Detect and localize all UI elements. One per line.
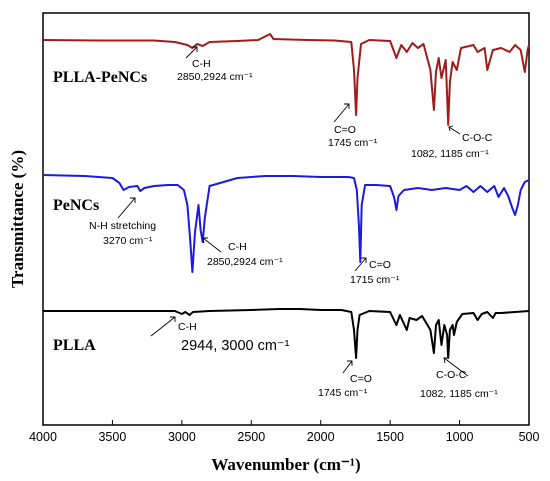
annotation-value: 2850,2924 cm⁻¹ — [177, 71, 253, 83]
annotation-value: 1715 cm⁻¹ — [350, 274, 400, 286]
x-tick-label: 1500 — [376, 430, 404, 444]
annotation-value: 3270 cm⁻¹ — [103, 235, 153, 247]
arrow-head — [347, 360, 353, 366]
annotation-label: C-H — [192, 58, 211, 70]
series-label-plla: PLLA — [53, 337, 96, 354]
annotation-value: 1745 cm⁻¹ — [328, 137, 378, 149]
annotation-value: 1745 cm⁻¹ — [318, 387, 368, 399]
annotation-arrow — [150, 316, 176, 337]
x-tick-label: 2000 — [307, 430, 335, 444]
annotation-arrow — [448, 126, 461, 135]
arrow-head — [443, 357, 449, 364]
annotation-label: C=O — [369, 259, 391, 271]
x-tick-label: 500 — [519, 430, 540, 444]
x-axis-ticks — [42, 420, 530, 425]
x-tick-label: 1000 — [446, 430, 474, 444]
series-line-plla — [43, 308, 530, 359]
arrow-head — [344, 103, 350, 109]
annotation-value: 2850,2924 cm⁻¹ — [207, 256, 283, 268]
annotation-value: 1082, 1185 cm⁻¹ — [420, 388, 498, 400]
annotation-arrow — [354, 257, 367, 272]
y-axis-title: Transmittance (%) — [8, 150, 27, 288]
annotation-arrow — [342, 360, 353, 374]
annotation-label: N-H stretching — [89, 220, 156, 232]
x-tick-label: 3000 — [168, 430, 196, 444]
series-line-plla-penCs — [42, 33, 530, 126]
x-tick-label: 4000 — [29, 430, 57, 444]
x-tick-label: 3500 — [98, 430, 126, 444]
series-line-pencs — [42, 174, 530, 273]
annotation-value: 2944, 3000 cm⁻¹ — [181, 338, 290, 354]
arrow-head — [202, 237, 208, 244]
annotation-arrow — [333, 103, 350, 123]
annotation-value: 1082, 1185 cm⁻¹ — [411, 148, 489, 160]
annotation-label: C-H — [178, 321, 197, 333]
annotation-label: C-H — [228, 241, 247, 253]
series-label-plla-pencs: PLLA-PeNCs — [53, 69, 147, 86]
arrow-head — [130, 197, 136, 203]
x-tick-label: 2500 — [237, 430, 265, 444]
annotation-arrow — [202, 237, 222, 253]
plot-frame — [42, 12, 530, 426]
annotation-label: C-O-C — [436, 369, 467, 381]
annotation-arrow — [185, 46, 198, 59]
annotation-label: C-O-C — [462, 132, 493, 144]
arrow-head — [361, 257, 367, 263]
series-label-pencs: PeNCs — [53, 197, 99, 214]
arrow-head — [192, 46, 198, 52]
arrow-head — [170, 316, 176, 322]
arrow-head — [448, 125, 454, 132]
annotation-arrows — [117, 46, 469, 377]
annotation-label: C=O — [350, 373, 372, 385]
annotation-arrow — [117, 197, 136, 219]
annotation-arrow — [443, 357, 469, 377]
annotation-label: C=O — [334, 124, 356, 136]
x-axis-title: Wavenumber (cm⁻¹) — [211, 455, 360, 474]
